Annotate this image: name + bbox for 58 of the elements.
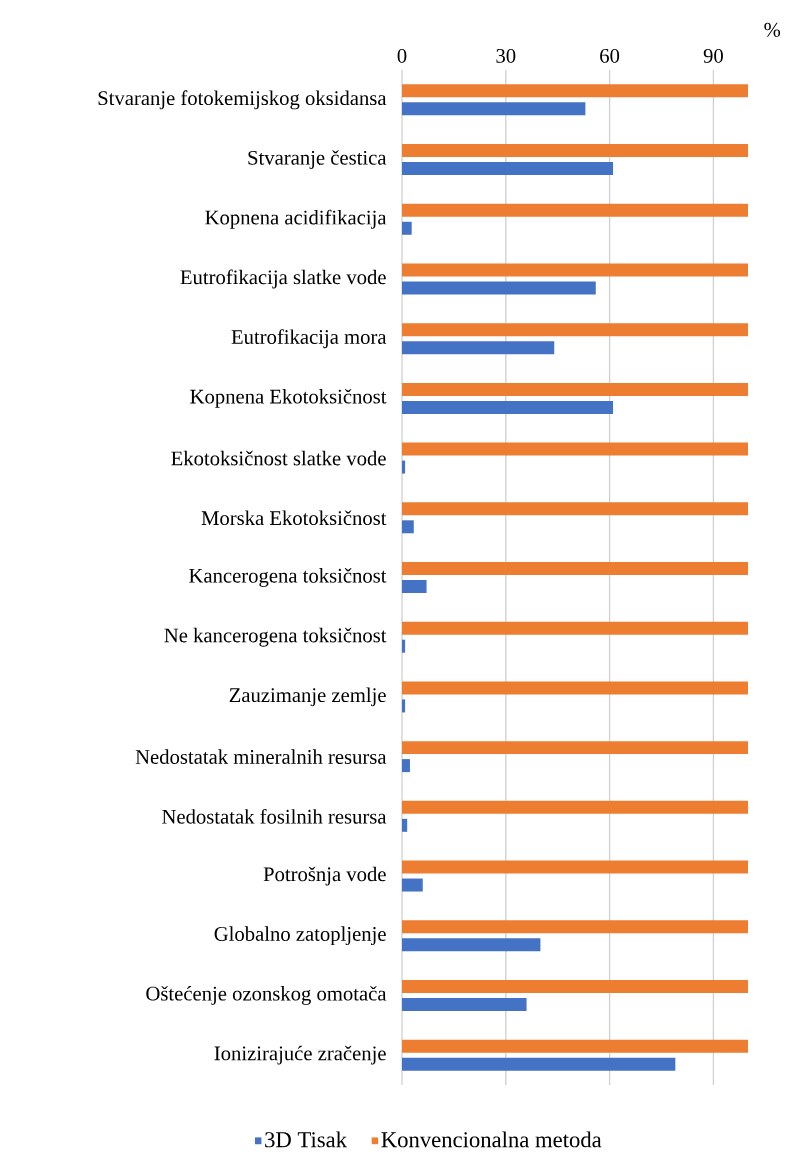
bar bbox=[402, 580, 427, 594]
bar bbox=[402, 938, 541, 952]
y-tick-label: Ne kancerogena toksičnost bbox=[164, 627, 387, 647]
y-tick-label: Nedostatak mineralnih resursa bbox=[135, 749, 387, 764]
bar bbox=[402, 1057, 676, 1071]
y-tick-label: Globalno zatopljenje bbox=[214, 926, 386, 946]
bar bbox=[402, 878, 423, 892]
bar bbox=[402, 162, 614, 176]
y-tick-label: Stvaranje fotokemijskog oksidansa bbox=[98, 90, 387, 110]
bar bbox=[402, 699, 406, 713]
y-tick-label: Stvaranje čestica bbox=[248, 150, 387, 169]
legend-label: 3D Tisak bbox=[265, 1131, 348, 1148]
x-axis-title: % bbox=[764, 22, 781, 37]
x-tick-label: 30 bbox=[496, 48, 516, 63]
y-tick-label: Eutrofikacija mora bbox=[231, 329, 387, 349]
bar bbox=[402, 84, 748, 98]
bar bbox=[402, 144, 748, 158]
bar bbox=[402, 818, 408, 832]
y-tick-label: Ekotoksičnost slatke vode bbox=[171, 450, 386, 466]
bar bbox=[402, 562, 748, 576]
y-tick-label: Eutrofikacija slatke vode bbox=[180, 269, 386, 289]
legend-label: Konvencionalna metoda bbox=[381, 1131, 602, 1148]
y-tick-label: Zauzimanje zemlje bbox=[229, 687, 386, 707]
y-tick-label: Kopnena acidifikacija bbox=[205, 209, 387, 229]
bar bbox=[402, 442, 748, 456]
bar bbox=[402, 263, 748, 277]
y-tick-label: Ionizirajuće zračenje bbox=[214, 1045, 386, 1065]
bar bbox=[402, 920, 748, 934]
bar bbox=[402, 520, 414, 534]
bar bbox=[402, 860, 748, 874]
bar bbox=[402, 221, 412, 235]
y-tick-label: Oštećenje ozonskog omotača bbox=[146, 986, 387, 1005]
y-tick-label: Kancerogena toksičnost bbox=[189, 568, 387, 587]
bar bbox=[402, 1039, 748, 1053]
y-tick-label: Morska Ekotoksičnost bbox=[201, 510, 387, 526]
x-tick-label: 60 bbox=[600, 48, 620, 63]
bar bbox=[402, 323, 748, 337]
bar bbox=[402, 741, 748, 755]
bar bbox=[402, 502, 748, 516]
bar bbox=[402, 460, 406, 474]
bar bbox=[402, 341, 555, 355]
bar bbox=[402, 400, 614, 414]
bar bbox=[402, 102, 586, 116]
bar bbox=[402, 681, 748, 695]
bar bbox=[402, 281, 596, 295]
y-tick-label: Kopnena Ekotoksičnost bbox=[190, 389, 387, 408]
bar bbox=[402, 203, 748, 217]
bar bbox=[402, 979, 748, 993]
bar bbox=[402, 800, 748, 814]
y-tick-label: Nedostatak fosilnih resursa bbox=[162, 808, 387, 824]
bar bbox=[402, 382, 748, 396]
x-tick-label: 0 bbox=[397, 48, 407, 63]
y-tick-label: Potrošnja vode bbox=[263, 866, 386, 886]
bar bbox=[402, 997, 527, 1011]
bar bbox=[402, 639, 406, 653]
bar bbox=[402, 759, 410, 773]
bar bbox=[402, 621, 748, 635]
x-tick-label: 90 bbox=[703, 48, 723, 63]
